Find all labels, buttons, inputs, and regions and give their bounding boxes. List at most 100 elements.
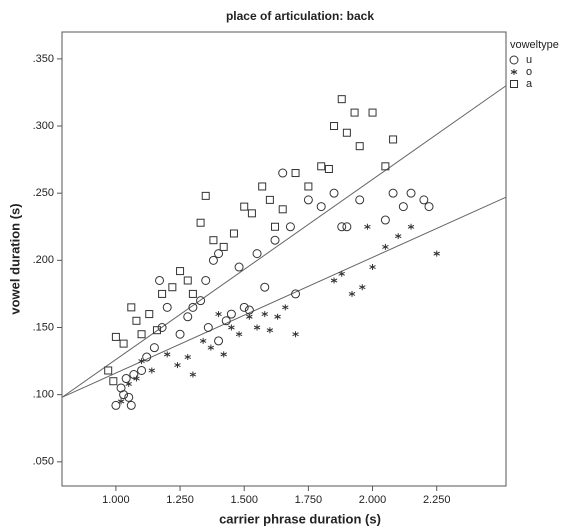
point <box>149 343 159 353</box>
y-tick-label: .050 <box>33 456 54 468</box>
point <box>175 329 185 339</box>
point <box>266 327 274 334</box>
point <box>394 233 402 240</box>
point <box>240 202 249 211</box>
point <box>265 195 274 204</box>
point <box>174 362 181 369</box>
point <box>304 182 313 191</box>
point <box>278 168 288 178</box>
point <box>162 302 172 312</box>
point <box>252 249 262 259</box>
point <box>368 108 377 117</box>
point <box>208 255 218 265</box>
point <box>201 275 211 285</box>
point <box>338 270 345 277</box>
point <box>104 366 113 375</box>
point <box>424 202 434 212</box>
legend-marker <box>510 69 518 75</box>
point <box>133 375 140 382</box>
point <box>188 302 198 312</box>
point <box>382 243 389 250</box>
chart-title: place of articulation: back <box>226 9 374 23</box>
point <box>291 169 300 178</box>
point <box>342 128 351 137</box>
point <box>282 304 289 311</box>
point <box>183 276 192 285</box>
x-tick-label: 1.500 <box>230 494 258 506</box>
point <box>258 182 267 191</box>
point <box>419 195 429 205</box>
point <box>158 289 167 298</box>
y-tick-label: .250 <box>33 187 54 199</box>
legend-label: o <box>526 66 532 78</box>
point <box>398 202 408 212</box>
y-axis-label: vowel duration (s) <box>7 203 22 314</box>
y-tick-label: .300 <box>33 120 54 132</box>
point <box>234 262 244 272</box>
point <box>247 209 256 218</box>
point <box>303 195 313 205</box>
point <box>330 277 338 284</box>
point <box>355 142 364 151</box>
point <box>124 392 134 402</box>
point <box>253 324 261 331</box>
point <box>109 377 118 386</box>
point <box>342 222 352 232</box>
point <box>129 370 139 380</box>
x-axis-label: carrier phrase duration (s) <box>219 511 381 526</box>
point <box>229 229 238 238</box>
point <box>125 380 132 387</box>
point <box>380 215 390 225</box>
point <box>239 302 249 312</box>
point <box>355 195 365 205</box>
point <box>214 336 224 346</box>
point <box>184 354 191 361</box>
legend-marker <box>510 80 518 88</box>
fit-line <box>61 85 507 398</box>
point <box>127 303 136 312</box>
point <box>196 296 206 306</box>
x-tick-label: 1.000 <box>102 494 130 506</box>
point <box>220 351 227 358</box>
point <box>406 188 416 198</box>
point <box>148 367 156 374</box>
point <box>119 390 129 400</box>
point <box>145 310 154 319</box>
point <box>138 358 145 365</box>
point <box>117 398 125 405</box>
legend-title: voweltype <box>510 39 559 51</box>
point <box>132 316 141 325</box>
point <box>381 162 390 171</box>
y-tick-label: .200 <box>33 254 54 266</box>
point <box>261 311 268 318</box>
point <box>199 337 207 344</box>
point <box>214 249 224 259</box>
point <box>278 205 287 214</box>
point <box>157 323 167 333</box>
point <box>350 108 359 117</box>
point <box>196 218 205 227</box>
point <box>188 289 197 298</box>
x-tick-label: 1.250 <box>166 494 194 506</box>
point <box>137 330 146 339</box>
point <box>270 235 280 245</box>
point <box>337 95 346 104</box>
fit-line <box>61 196 507 398</box>
point <box>285 222 295 232</box>
point <box>126 400 136 410</box>
y-tick-label: .150 <box>33 321 54 333</box>
legend-label: u <box>526 54 532 66</box>
point <box>201 191 210 200</box>
y-tick-label: .350 <box>33 53 54 65</box>
point <box>369 264 376 271</box>
point <box>337 222 347 232</box>
point <box>271 222 280 231</box>
point <box>364 223 371 230</box>
point <box>152 326 161 335</box>
point <box>207 344 215 351</box>
point <box>215 311 222 318</box>
y-tick-label: .100 <box>33 389 54 401</box>
point <box>137 365 147 375</box>
point <box>330 122 339 131</box>
